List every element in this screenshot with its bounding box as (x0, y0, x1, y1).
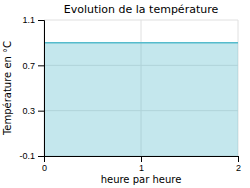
tick-mark (38, 111, 44, 112)
tick: -0.1 (19, 151, 44, 161)
tick-label: 1 (139, 163, 144, 173)
tick-mark (38, 20, 44, 21)
tick-label: 1.1 (22, 15, 35, 25)
tick-label: 0 (42, 163, 47, 173)
y-axis: -0.1 0.3 0.7 1.1 (19, 15, 44, 161)
tick: 1.1 (22, 15, 44, 25)
tick-label: 0.7 (22, 61, 35, 71)
tick-label: -0.1 (19, 151, 35, 161)
x-axis-title: heure par heure (101, 174, 182, 185)
tick-mark (141, 156, 142, 162)
marks (44, 43, 238, 156)
axis-domain (38, 21, 45, 157)
tick-mark (38, 65, 44, 66)
tick: 2 (236, 156, 241, 173)
tick: 0 (42, 156, 47, 173)
chart: 0 1 2 -0.1 0.3 0.7 1.1 Evolution de la températ… (0, 0, 250, 188)
y-axis-title: Température en °C (2, 41, 13, 136)
area (44, 43, 238, 156)
axis-domain (45, 157, 239, 163)
tick: 0.3 (22, 106, 44, 116)
tick-mark (238, 156, 239, 162)
tick-label: 2 (236, 163, 241, 173)
tick-label: 0.3 (22, 106, 35, 116)
line (44, 42, 238, 44)
plot: 0 1 2 -0.1 0.3 0.7 1.1 (19, 15, 241, 173)
tick-mark (38, 156, 44, 157)
tick: 1 (139, 156, 144, 173)
tick: 0.7 (22, 61, 44, 71)
grid (44, 20, 238, 156)
x-axis: 0 1 2 (42, 156, 241, 173)
title: Evolution de la température (64, 3, 219, 16)
